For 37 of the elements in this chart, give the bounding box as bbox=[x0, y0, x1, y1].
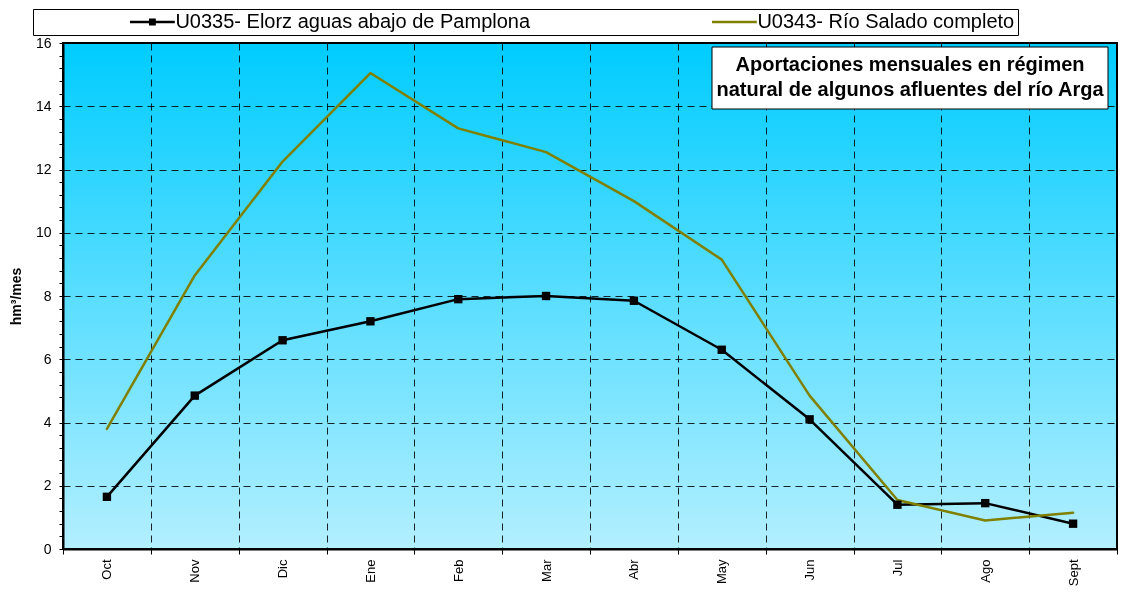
legend-label: U0335- Elorz aguas abajo de Pamplona bbox=[175, 10, 531, 32]
y-tick-label: 14 bbox=[35, 97, 52, 114]
y-tick-label: 10 bbox=[35, 224, 52, 241]
point bbox=[629, 296, 639, 305]
point bbox=[717, 345, 726, 354]
y-tick-label: 0 bbox=[43, 540, 52, 557]
x-tick-label: Abr bbox=[626, 558, 642, 580]
x-tick-label: Feb bbox=[450, 559, 466, 582]
legend-label: U0343- Río Salado completo bbox=[757, 10, 1015, 32]
y-tick-label: 16 bbox=[35, 34, 52, 51]
point bbox=[366, 317, 375, 326]
x-tick-label: May bbox=[714, 559, 730, 585]
point bbox=[190, 391, 199, 400]
x-tick-label: Jul bbox=[889, 559, 905, 577]
x-tick-label: Sept bbox=[1065, 559, 1081, 587]
y-axis-title: hm³/mes bbox=[7, 267, 24, 326]
x-tick-label: Ene bbox=[362, 559, 378, 583]
y-tick-label: 12 bbox=[35, 161, 52, 177]
point bbox=[454, 294, 463, 304]
point bbox=[805, 415, 814, 424]
y-tick-label: 2 bbox=[43, 477, 52, 494]
x-tick-label: Jun bbox=[802, 559, 818, 581]
point bbox=[893, 500, 902, 509]
x-tick-label: Nov bbox=[187, 559, 203, 583]
x-tick-label: Dic bbox=[275, 559, 291, 579]
x-tick-label: Oct bbox=[99, 559, 115, 580]
y-tick-label: 6 bbox=[43, 350, 52, 367]
text: Aportaciones mensuales en régimen natural de algunos afluentes del río Arga bbox=[716, 53, 1105, 100]
point bbox=[541, 291, 551, 301]
x-tick-label: Mar bbox=[538, 558, 554, 582]
point bbox=[278, 336, 287, 345]
point bbox=[102, 492, 112, 501]
point bbox=[1068, 519, 1078, 528]
y-tick-label: 8 bbox=[43, 287, 52, 304]
x-tick-label: Ago bbox=[977, 559, 993, 583]
point bbox=[981, 498, 990, 508]
y-tick-label: 4 bbox=[43, 414, 52, 430]
